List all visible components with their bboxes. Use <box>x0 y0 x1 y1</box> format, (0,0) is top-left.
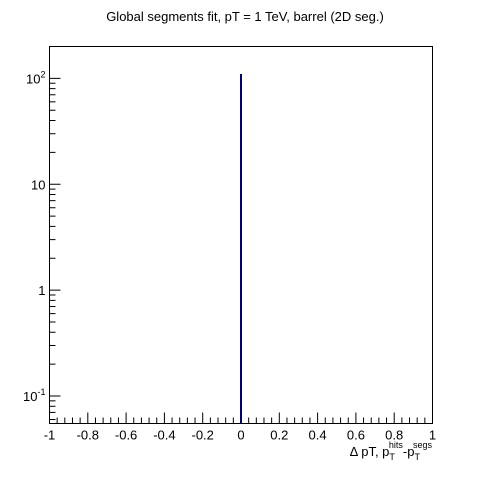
x-tick-label: -0.4 <box>153 428 175 443</box>
x-tick-label: 0.4 <box>309 428 327 443</box>
y-tick-label: 102 <box>26 69 45 86</box>
x-tick-label: -0.8 <box>77 428 99 443</box>
x-axis-ticks: -1 -0.8 -0.6 -0.4 -0.2 0 0.2 0.4 0.6 0.8 1 <box>44 412 436 443</box>
x-tick-label: 0.6 <box>347 428 365 443</box>
y-axis-ticks: 10-1 1 10 102 <box>23 46 61 420</box>
x-tick-label: -1 <box>44 428 56 443</box>
y-tick-label: 10 <box>31 177 45 192</box>
x-tick-label: 0.2 <box>270 428 288 443</box>
x-axis-label: Δ pT, pThits-pTsegs <box>350 440 433 462</box>
y-tick-label: 1 <box>38 283 45 298</box>
y-tick-label: 10-1 <box>23 387 45 404</box>
chart-title: Global segments fit, pT = 1 TeV, barrel … <box>106 9 384 24</box>
x-tick-label: 1 <box>429 428 436 443</box>
x-tick-label: 0.8 <box>385 428 403 443</box>
x-tick-label: -0.2 <box>191 428 213 443</box>
x-tick-label: 0 <box>237 428 244 443</box>
x-tick-label: -0.6 <box>115 428 137 443</box>
